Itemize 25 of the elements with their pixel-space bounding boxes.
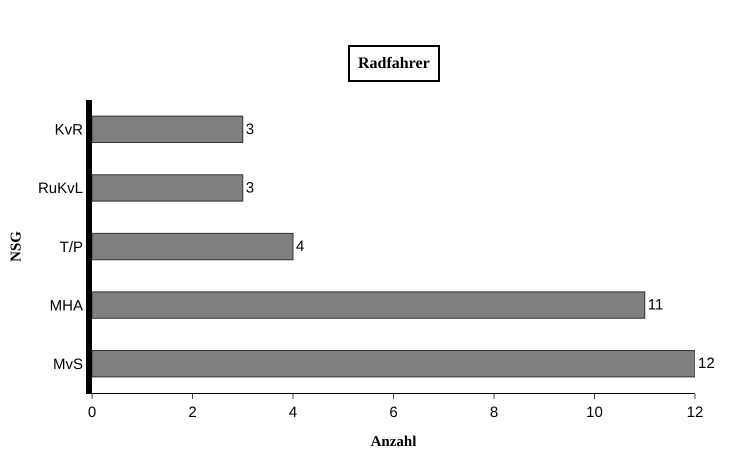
chart-title: Radfahrer — [358, 55, 430, 72]
y-tick-label: KvR — [54, 122, 84, 139]
y-tick-label: MvS — [53, 356, 83, 373]
y-tick-label: RuKvL — [38, 180, 83, 198]
x-tick-label: 12 — [686, 404, 704, 421]
x-tick-label: 0 — [88, 404, 96, 421]
x-tick-label: 10 — [586, 404, 603, 421]
x-tick-label: 8 — [490, 404, 498, 421]
x-tick-label: 2 — [188, 404, 197, 421]
bar — [92, 350, 695, 378]
data-label: 4 — [296, 238, 304, 256]
x-tick-label: 4 — [288, 404, 298, 421]
data-label: 3 — [246, 179, 254, 196]
bar — [92, 232, 294, 260]
data-label: 12 — [698, 355, 715, 372]
bar — [92, 174, 244, 202]
y-tick-label: MHA — [50, 297, 83, 314]
bar — [92, 116, 244, 143]
bar — [92, 291, 646, 319]
x-axis-title: Anzahl — [370, 434, 416, 450]
data-label: 3 — [246, 120, 254, 138]
y-tick-label: T/P — [60, 238, 83, 256]
y-axis-title: NSG — [8, 230, 25, 262]
data-label: 11 — [648, 296, 664, 314]
x-tick-label: 6 — [389, 404, 398, 421]
